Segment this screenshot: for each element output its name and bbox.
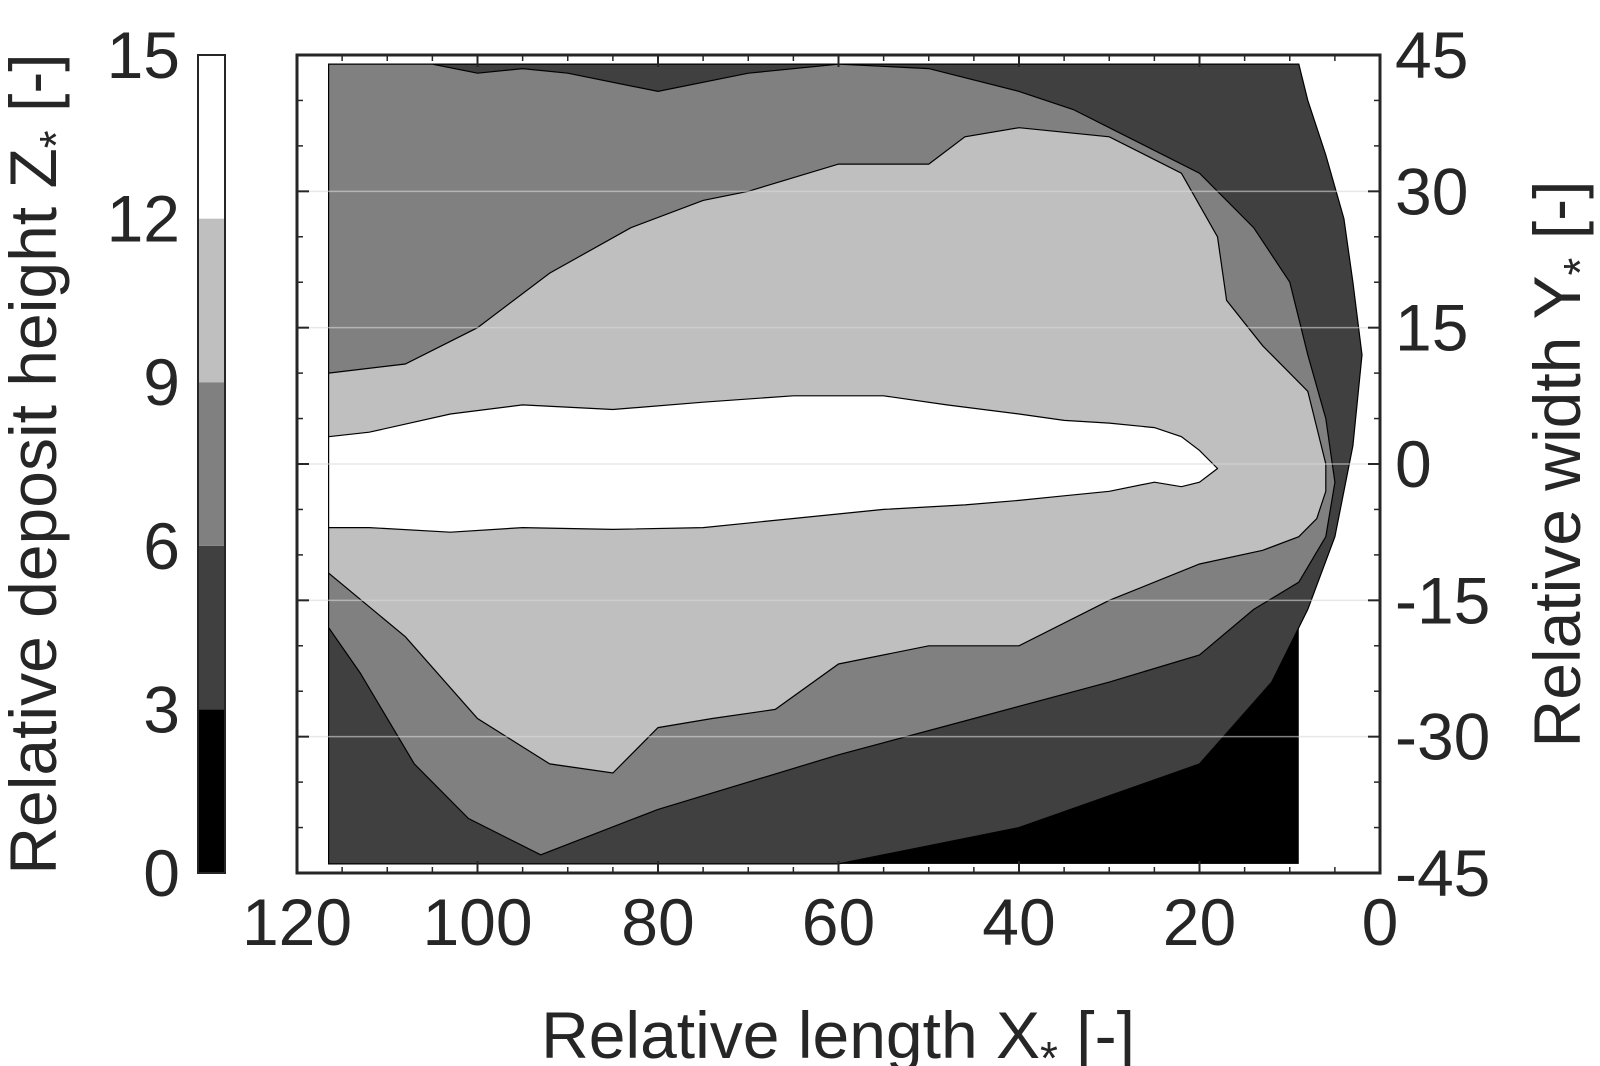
x-tick-label: 60: [802, 885, 875, 959]
colorbar-label: Relative deposit height Z* [-]: [0, 53, 82, 874]
colorbar-tick-label: 9: [143, 345, 180, 419]
colorbar-band: [198, 218, 225, 383]
plot-area: [295, 53, 1382, 875]
x-tick-label: 20: [1163, 885, 1236, 959]
x-tick-label: 0: [1362, 885, 1399, 959]
colorbar-band: [198, 55, 225, 219]
y-tick-label: 30: [1395, 154, 1468, 228]
y-tick-label: 15: [1395, 291, 1468, 365]
colorbar-tick-label: 3: [143, 672, 180, 746]
y-tick-label: 0: [1395, 427, 1432, 501]
y-tick-label: -30: [1395, 700, 1490, 774]
colorbar: [197, 54, 226, 874]
colorbar-tick-label: 6: [143, 509, 180, 583]
y-tick-label: -45: [1395, 836, 1490, 910]
colorbar-tick-label: 0: [143, 836, 180, 910]
y-tick-label: 45: [1395, 18, 1468, 92]
colorbar-band: [198, 709, 225, 873]
x-tick-label: 120: [242, 885, 352, 959]
colorbar-frame: [197, 54, 226, 874]
x-tick-label: 80: [621, 885, 694, 959]
x-axis-label: Relative length X* [-]: [541, 998, 1135, 1066]
y-tick-label: -15: [1395, 563, 1490, 637]
colorbar-band: [198, 382, 225, 546]
colorbar-tick-label: 12: [107, 182, 180, 256]
x-tick-label: 100: [422, 885, 532, 959]
x-tick-label: 40: [982, 885, 1055, 959]
colorbar-band: [198, 545, 225, 710]
colorbar-tick-label: 15: [107, 18, 180, 92]
y-axis-label: Relative width Y* [-]: [1520, 181, 1600, 748]
